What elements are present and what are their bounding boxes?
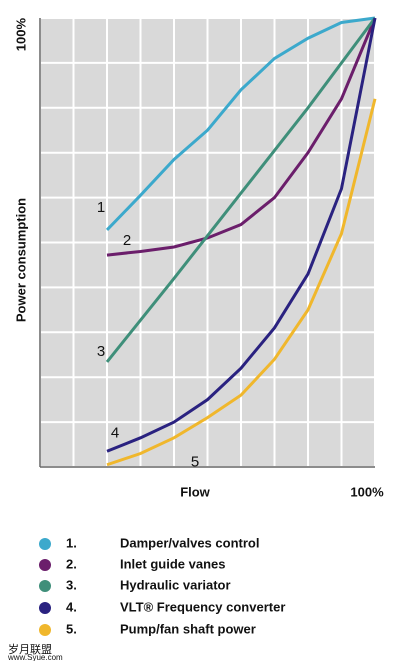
legend-label: Damper/valves control (120, 535, 259, 550)
legend-label: Inlet guide vanes (120, 556, 225, 571)
legend-number: 5. (66, 621, 77, 636)
legend-label: Hydraulic variator (120, 577, 231, 592)
legend-number: 1. (66, 535, 77, 550)
line-series (106, 17, 377, 453)
line-series (106, 98, 377, 467)
curve-label: 2 (123, 232, 131, 249)
curve-label: 3 (97, 343, 105, 360)
legend-swatch (39, 602, 51, 614)
legend-swatch (39, 624, 51, 636)
watermark-site: 岁月联盟 (8, 642, 52, 656)
line-series (106, 17, 377, 257)
y-tick-label: 100% (13, 18, 28, 52)
line-series (105, 16, 376, 231)
line-series (105, 17, 377, 363)
watermark-url: www.Syue.com (7, 653, 63, 661)
legend-swatch (39, 538, 51, 550)
x-tick-label: 100% (350, 484, 384, 499)
legend-label: Pump/fan shaft power (120, 621, 256, 636)
legend-swatch (39, 580, 51, 592)
legend-number: 4. (66, 599, 77, 614)
x-axis-label: Flow (180, 484, 210, 499)
curve-label: 5 (191, 454, 199, 471)
legend-number: 2. (66, 556, 77, 571)
y-axis-label: Power consumption (13, 198, 28, 322)
legend-swatch (39, 559, 51, 571)
curve-label: 1 (97, 199, 105, 216)
curve-label: 4 (111, 424, 119, 441)
legend-number: 3. (66, 577, 77, 592)
legend-label: VLT® Frequency converter (120, 599, 285, 614)
